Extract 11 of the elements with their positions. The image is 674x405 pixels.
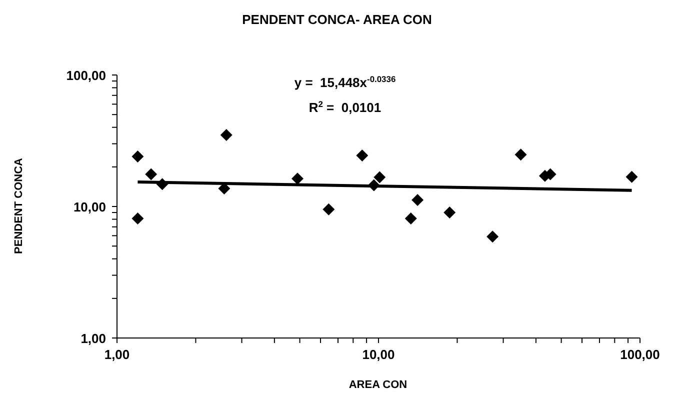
annotation: R$^{2}$ = 0,0101 [308, 99, 382, 115]
y-tick-label: 100,00 [66, 68, 106, 83]
annotation: y = 15,448x$^{-0.0336}$ [294, 74, 396, 90]
chart-title: PENDENT CONCA- AREA CON [242, 12, 432, 27]
y-tick-label: 10,00 [73, 200, 106, 214]
x-axis-title: AREA CON [348, 379, 408, 391]
y-axis-title: PENDENT CONCA [13, 158, 25, 254]
x-tick-label: 100,00 [620, 347, 660, 362]
x-tick-label: 1,00 [104, 347, 130, 362]
x-tick-label: 10,00 [362, 347, 395, 362]
y-tick-label: 1,00 [80, 331, 106, 346]
